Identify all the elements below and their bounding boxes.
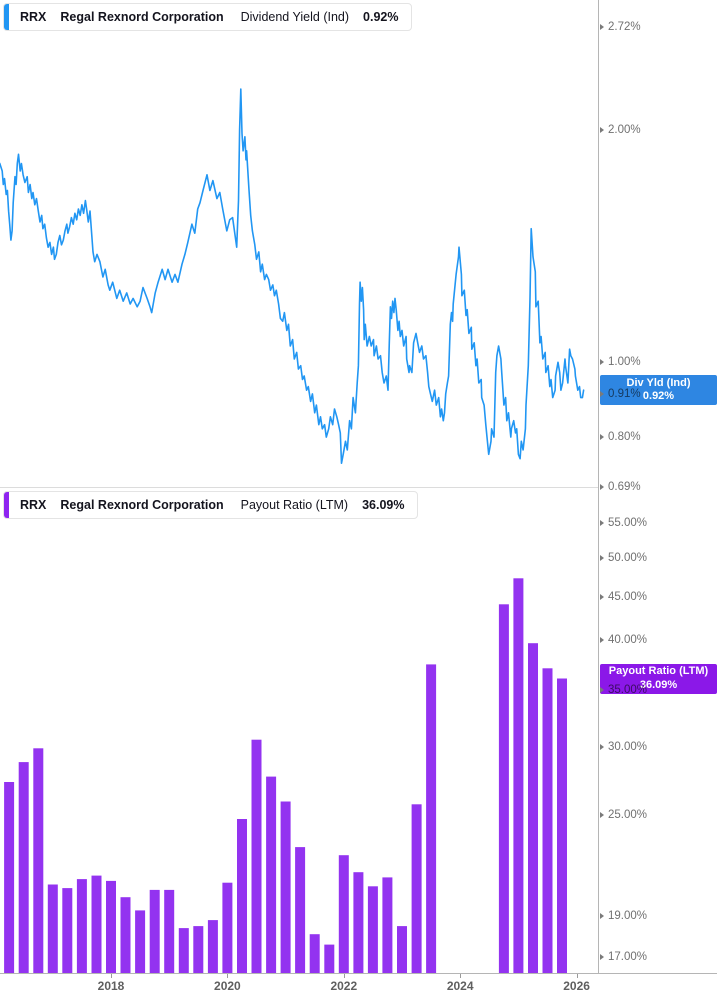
payout-ratio-bar [237, 819, 247, 973]
y-axis-label: 25.00% [608, 808, 648, 821]
dividend-yield-line [0, 88, 585, 465]
payout-ratio-bar [4, 782, 15, 973]
y-axis-tick-arrow-icon [600, 913, 604, 920]
y-axis-label: 19.00% [608, 910, 648, 923]
y-axis-label: 0.91% [608, 387, 641, 400]
chart-canvas[interactable] [0, 0, 717, 974]
series-color-bar-blue [4, 4, 9, 30]
y-axis-label: 0.69% [608, 480, 641, 493]
payout-ratio-bar [178, 928, 189, 973]
y-axis-tick-arrow-icon [600, 593, 604, 600]
company-name: Regal Rexnord Corporation [60, 10, 224, 24]
payout-ratio-bar [513, 578, 524, 973]
y-axis-label: 2.00% [608, 124, 641, 136]
payout-ratio-bar [33, 748, 44, 973]
payout-ratio-bar [295, 847, 306, 973]
y-axis-tick-arrow-icon [600, 127, 604, 133]
metric-name: Payout Ratio (LTM) [240, 498, 349, 512]
x-axis-tick [111, 974, 112, 978]
payout-ratio-bar [411, 804, 422, 973]
payout-ratio-bar [207, 920, 218, 973]
y-axis-tick-arrow-icon [600, 811, 604, 818]
x-axis-year-label: 2020 [214, 979, 241, 993]
y-axis-label: 40.00% [608, 634, 648, 647]
x-axis-year-label: 2022 [330, 979, 358, 993]
ticker-symbol: RRX [20, 10, 47, 24]
metric-name: Dividend Yield (Ind) [240, 10, 350, 24]
payout-ratio-bar [91, 875, 102, 973]
company-name: Regal Rexnord Corporation [60, 498, 224, 512]
payout-ratio-bar [135, 910, 146, 973]
badge-metric-value: 36.09% [639, 678, 678, 691]
y-axis-label: 1.00% [608, 356, 641, 369]
x-axis-tick [227, 974, 229, 978]
y-axis-tick-arrow-icon [600, 954, 604, 961]
payout-ratio-bar [353, 872, 364, 973]
x-axis-year-label: 2024 [446, 979, 474, 993]
payout-ratio-bar [397, 926, 407, 973]
badge-metric-value: 0.92% [642, 390, 675, 403]
y-axis-tick-arrow-icon [600, 519, 604, 526]
y-axis-tick-arrow-icon [600, 744, 604, 750]
y-axis-tick-arrow-icon [600, 24, 604, 30]
y-axis-label: 0.80% [608, 431, 641, 444]
y-axis-tick-arrow-icon [600, 390, 604, 397]
payout-ratio-bar [164, 889, 175, 973]
payout-ratio-bar [106, 880, 116, 973]
x-axis-tick [576, 974, 578, 978]
y-axis-tick-arrow-icon [600, 483, 604, 490]
metric-value: 0.92% [363, 10, 399, 24]
payout-ratio-bar [266, 776, 277, 973]
payout-ratio-bar [338, 855, 349, 973]
payout-ratio-bar [251, 739, 262, 973]
payout-ratio-bar [280, 801, 291, 973]
x-axis-tick [460, 974, 462, 978]
payout-ratio-axis-badge: Payout Ratio (LTM) 36.09% [600, 663, 717, 694]
y-axis-tick-arrow-icon [600, 434, 604, 441]
y-axis-tick-arrow-icon [600, 686, 604, 693]
x-axis-year-label: 2026 [563, 979, 590, 993]
y-axis-label: 55.00% [608, 516, 648, 529]
payout-ratio-bar [193, 926, 204, 973]
payout-ratio-bar [382, 877, 393, 973]
payout-ratio-bar [47, 884, 58, 973]
payout-ratio-bar [149, 889, 160, 973]
x-axis-tick [343, 974, 345, 978]
metric-value: 36.09% [362, 498, 405, 512]
y-axis-label: 30.00% [608, 741, 648, 753]
payout-ratio-bar [324, 944, 335, 973]
price-axis-line[interactable] [598, 0, 599, 974]
x-axis-year-label: 2018 [97, 979, 125, 993]
payout-ratio-bar [426, 664, 437, 973]
payout-ratio-bar [542, 668, 553, 973]
y-axis-tick-arrow-icon [600, 554, 604, 561]
payout-ratio-bar [222, 882, 233, 973]
series-color-bar-purple [4, 492, 9, 518]
badge-metric-label: Payout Ratio (LTM) [608, 665, 709, 677]
payout-ratio-bar [62, 888, 73, 973]
time-axis-line[interactable] [0, 973, 717, 974]
payout-ratio-bar [367, 886, 378, 973]
payout-ratio-bar [557, 678, 567, 973]
payout-ratio-bar [18, 762, 29, 973]
y-axis-label: 35.00% [608, 683, 648, 696]
payout-ratio-bar [528, 643, 538, 973]
div-yld-axis-badge: Div Yld (Ind) 0.92% [600, 375, 717, 406]
y-axis-label: 2.72% [608, 21, 641, 33]
y-axis-tick-arrow-icon [600, 359, 604, 366]
y-axis-label: 50.00% [608, 551, 648, 564]
payout-ratio-bar [120, 897, 131, 973]
y-axis-label: 17.00% [608, 951, 648, 964]
legend-payout-ratio[interactable]: RRX Regal Rexnord Corporation Payout Rat… [3, 491, 419, 519]
panel-separator [0, 487, 598, 488]
payout-ratio-bar [498, 604, 509, 973]
payout-ratio-bar [76, 879, 87, 973]
ticker-symbol: RRX [20, 498, 47, 512]
y-axis-tick-arrow-icon [600, 637, 604, 644]
badge-metric-label: Div Yld (Ind) [626, 376, 691, 389]
payout-ratio-bar [309, 934, 320, 973]
legend-dividend-yield[interactable]: RRX Regal Rexnord Corporation Dividend Y… [3, 3, 413, 31]
y-axis-label: 45.00% [608, 590, 648, 603]
